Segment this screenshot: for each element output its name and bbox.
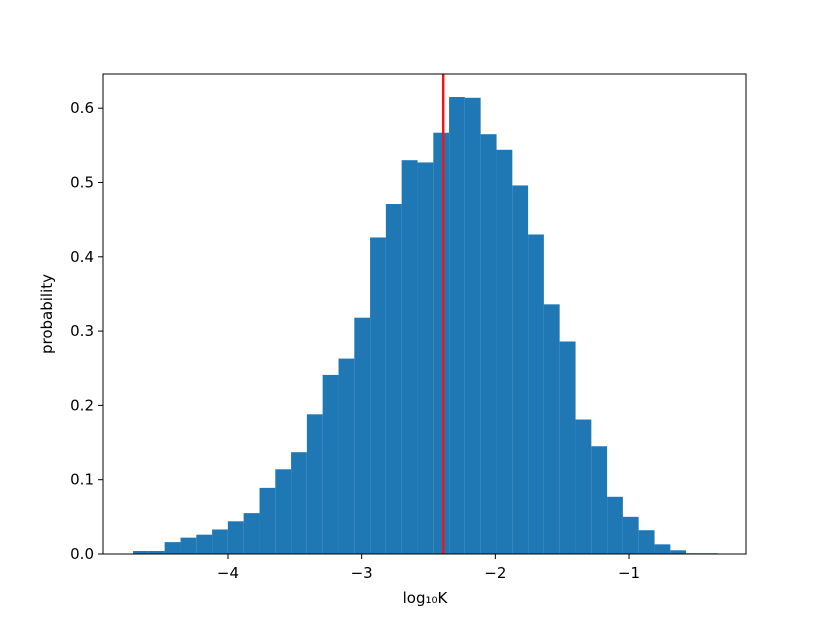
bar [654,544,671,554]
bar [622,516,639,554]
bar [512,185,529,554]
bar [559,341,576,554]
bar [370,237,386,554]
bar [148,551,165,554]
bar [212,529,228,554]
bar [607,496,623,554]
bar [385,204,402,555]
bar [243,513,260,554]
bar [133,551,149,554]
bar [528,234,544,554]
x-tick-label: −1 [618,564,640,582]
bar [196,534,213,554]
bar [433,132,450,554]
y-tick-label: 0.4 [70,248,94,266]
bar [464,97,481,554]
bar [164,542,181,554]
bar [480,134,497,554]
bar [670,550,687,554]
y-tick-label: 0.2 [70,396,94,414]
bar [591,446,608,554]
x-tick-label: −4 [217,564,239,582]
bar [638,530,655,554]
bar [180,537,197,554]
bar [575,419,592,554]
bar [401,160,418,554]
bar [338,358,355,554]
y-tick-label: 0.1 [70,471,94,489]
bar [227,521,244,554]
bar [259,487,276,554]
x-axis-label: log₁₀K [403,589,449,607]
bar [322,374,339,554]
x-tick-label: −2 [484,564,506,582]
bar [449,97,465,554]
bar [417,162,434,554]
y-axis-label: probability [38,274,56,354]
y-tick-label: 0.5 [70,173,94,191]
bar [354,317,371,554]
bar [306,414,323,554]
y-tick-label: 0.6 [70,99,94,117]
bar [275,469,292,554]
bar [543,304,560,554]
bar [496,149,513,554]
y-tick-label: 0.3 [70,322,94,340]
plot-frame [102,73,747,555]
bar [291,452,307,554]
x-tick-label: −3 [351,564,373,582]
y-tick-label: 0.0 [70,545,94,563]
